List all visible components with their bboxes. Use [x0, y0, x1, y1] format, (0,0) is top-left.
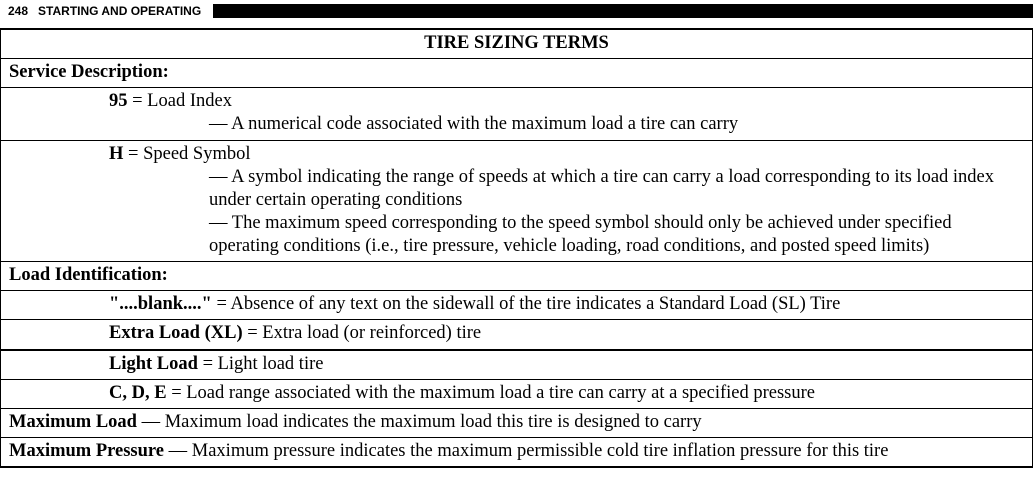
- table-title: TIRE SIZING TERMS: [1, 29, 1033, 59]
- heading-text: Load Identification:: [9, 265, 168, 285]
- row-h-desc2: — The maximum speed corresponding to the…: [9, 212, 1024, 258]
- row-95-line1: 95 = Load Index: [9, 90, 1024, 113]
- row-h: H = Speed Symbol — A symbol indicating t…: [1, 140, 1033, 262]
- section-title: STARTING AND OPERATING: [38, 4, 201, 18]
- row-h-line1: H = Speed Symbol: [9, 143, 1024, 166]
- row-cde-bold: C, D, E: [109, 383, 167, 403]
- row-95-desc: — A numerical code associated with the m…: [9, 113, 1024, 136]
- header-rule: [213, 4, 1033, 18]
- tire-sizing-table: TIRE SIZING TERMS Service Description: 9…: [0, 28, 1033, 468]
- header-text: 248 STARTING AND OPERATING: [0, 4, 213, 18]
- page-number: 248: [8, 4, 28, 18]
- row-xl-cell: Extra Load (XL) = Extra load (or reinfor…: [1, 320, 1033, 350]
- row-cde-cell: C, D, E = Load range associated with the…: [1, 379, 1033, 408]
- row-light: Light Load = Light load tire: [1, 350, 1033, 380]
- page-container: 248 STARTING AND OPERATING TIRE SIZING T…: [0, 0, 1033, 500]
- title-row: TIRE SIZING TERMS: [1, 29, 1033, 59]
- row-light-bold: Light Load: [109, 354, 198, 374]
- load-identification-heading: Load Identification:: [1, 262, 1033, 291]
- load-identification-heading-row: Load Identification:: [1, 262, 1033, 291]
- row-light-cell: Light Load = Light load tire: [1, 350, 1033, 380]
- row-max-load: Maximum Load — Maximum load indicates th…: [1, 408, 1033, 437]
- row-95: 95 = Load Index — A numerical code assoc…: [1, 88, 1033, 140]
- row-light-line: Light Load = Light load tire: [9, 353, 1024, 376]
- row-95-cell: 95 = Load Index — A numerical code assoc…: [1, 88, 1033, 140]
- page-header: 248 STARTING AND OPERATING: [0, 0, 1033, 22]
- row-max-pressure: Maximum Pressure — Maximum pressure indi…: [1, 437, 1033, 467]
- heading-text: Service Description:: [9, 62, 169, 82]
- row-h-cell: H = Speed Symbol — A symbol indicating t…: [1, 140, 1033, 262]
- service-description-heading-row: Service Description:: [1, 59, 1033, 88]
- row-blank-line: "....blank...." = Absence of any text on…: [9, 293, 1024, 316]
- row-blank-rest: = Absence of any text on the sidewall of…: [212, 294, 841, 314]
- row-95-eq: = Load Index: [128, 91, 232, 111]
- row-cde: C, D, E = Load range associated with the…: [1, 379, 1033, 408]
- service-description-heading: Service Description:: [1, 59, 1033, 88]
- row-xl-line: Extra Load (XL) = Extra load (or reinfor…: [9, 322, 1024, 345]
- row-xl-bold: Extra Load (XL): [109, 323, 243, 343]
- max-pressure-bold: Maximum Pressure: [9, 441, 164, 461]
- row-blank: "....blank...." = Absence of any text on…: [1, 291, 1033, 320]
- row-light-rest: = Light load tire: [198, 354, 324, 374]
- row-cde-line: C, D, E = Load range associated with the…: [9, 382, 1024, 405]
- row-blank-bold: "....blank....": [109, 294, 212, 314]
- row-95-bold: 95: [109, 91, 128, 111]
- row-max-load-cell: Maximum Load — Maximum load indicates th…: [1, 408, 1033, 437]
- row-xl: Extra Load (XL) = Extra load (or reinfor…: [1, 320, 1033, 350]
- row-xl-rest: = Extra load (or reinforced) tire: [243, 323, 482, 343]
- max-load-bold: Maximum Load: [9, 412, 137, 432]
- row-h-bold: H: [109, 144, 123, 164]
- row-max-pressure-cell: Maximum Pressure — Maximum pressure indi…: [1, 437, 1033, 467]
- row-blank-cell: "....blank...." = Absence of any text on…: [1, 291, 1033, 320]
- row-h-desc1: — A symbol indicating the range of speed…: [9, 166, 1024, 212]
- row-h-eq: = Speed Symbol: [123, 144, 250, 164]
- row-cde-rest: = Load range associated with the maximum…: [167, 383, 815, 403]
- max-load-rest: — Maximum load indicates the maximum loa…: [137, 412, 702, 432]
- max-pressure-rest: — Maximum pressure indicates the maximum…: [164, 441, 888, 461]
